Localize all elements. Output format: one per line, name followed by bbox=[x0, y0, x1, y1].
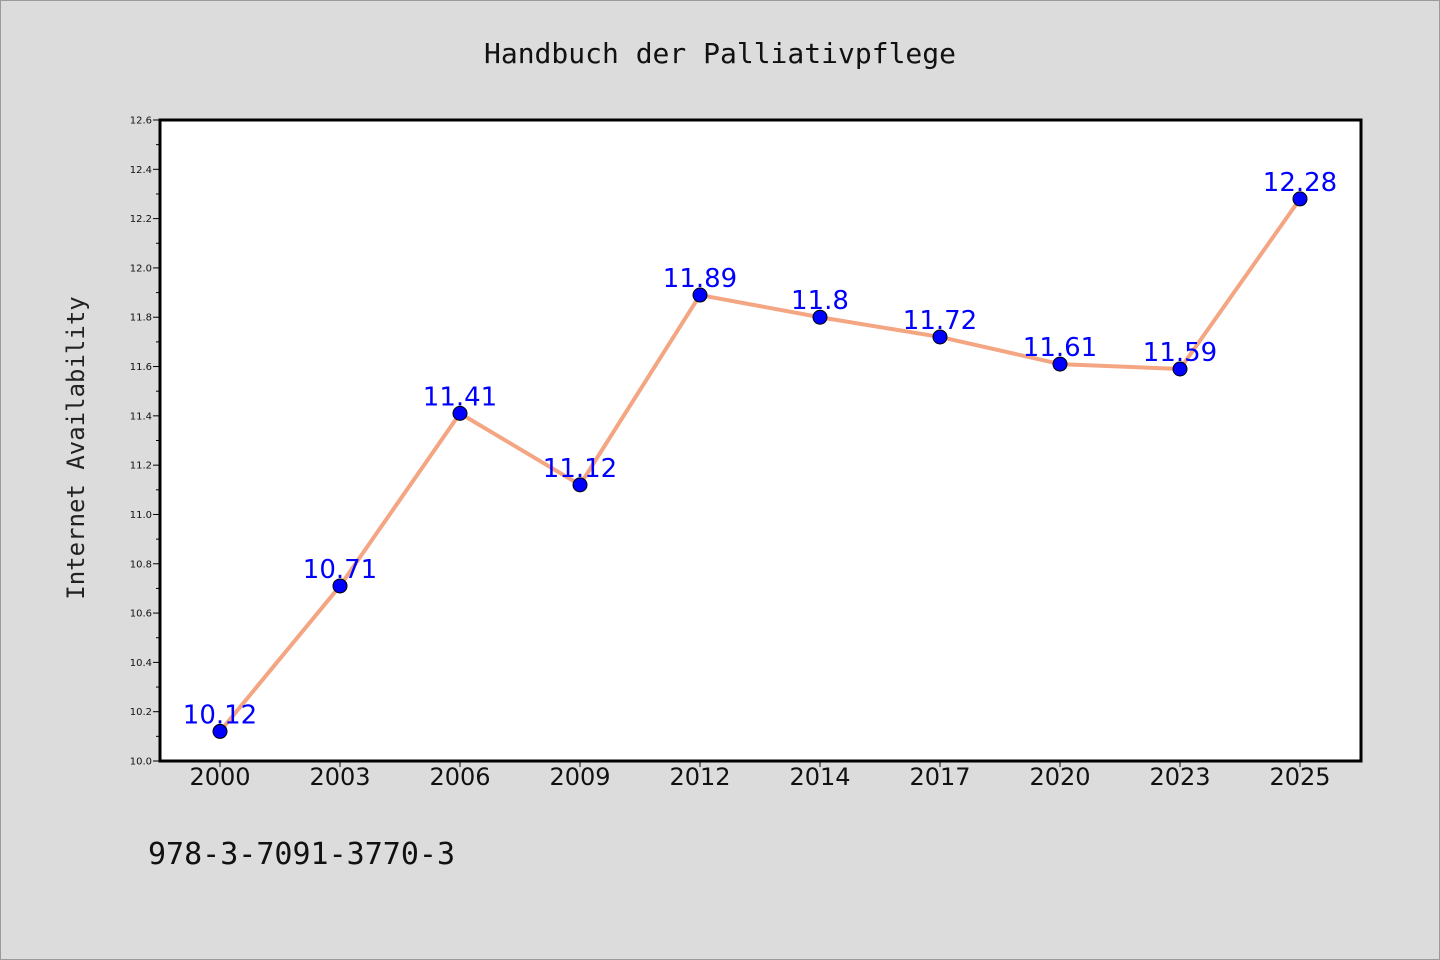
x-tick-label: 2023 bbox=[1149, 763, 1210, 791]
x-tick-label: 2012 bbox=[669, 763, 730, 791]
marker-group bbox=[212, 191, 1308, 739]
y-tick-label: 11.4 bbox=[130, 411, 152, 422]
y-tick-label: 11.6 bbox=[130, 362, 152, 373]
y-tick-label: 10.2 bbox=[130, 707, 152, 718]
chart-title: Handbuch der Palliativpflege bbox=[484, 37, 956, 70]
y-tick-label: 12.2 bbox=[130, 214, 152, 225]
data-label: 11.41 bbox=[423, 382, 497, 412]
plot-area bbox=[158, 118, 1363, 763]
data-label: 11.12 bbox=[543, 454, 617, 484]
data-label: 12.28 bbox=[1263, 168, 1337, 198]
x-tick-label: 2025 bbox=[1269, 763, 1330, 791]
x-tick-label: 2003 bbox=[309, 763, 370, 791]
data-point-marker bbox=[692, 287, 708, 303]
data-point-marker bbox=[452, 405, 468, 421]
data-label: 11.72 bbox=[903, 306, 977, 336]
series-line-group bbox=[218, 196, 1302, 734]
data-point-marker bbox=[1172, 361, 1188, 377]
data-label: 11.8 bbox=[791, 286, 849, 316]
y-axis-label: Internet Availability bbox=[62, 296, 90, 599]
data-point-marker bbox=[572, 477, 588, 493]
data-label: 11.61 bbox=[1023, 333, 1097, 363]
x-axis: 2000 2003 2006 2009 2012 2014 2017 2020 2023 2025 bbox=[189, 761, 1331, 791]
y-tick-label: 11.0 bbox=[130, 510, 152, 521]
data-label: 10.71 bbox=[303, 555, 377, 585]
data-label: 11.59 bbox=[1143, 338, 1217, 368]
y-tick-label: 10.0 bbox=[130, 757, 152, 768]
data-point-marker bbox=[332, 578, 348, 594]
data-point-marker bbox=[1052, 356, 1068, 372]
y-tick-label: 11.8 bbox=[130, 313, 152, 324]
y-tick-label: 10.4 bbox=[130, 658, 152, 669]
x-tick-label: 2020 bbox=[1029, 763, 1090, 791]
data-point-marker bbox=[932, 329, 948, 345]
y-tick-label: 12.0 bbox=[130, 263, 152, 274]
x-tick-label: 2006 bbox=[429, 763, 490, 791]
y-tick-label: 10.6 bbox=[130, 609, 152, 620]
series-line bbox=[218, 196, 1302, 734]
x-tick-label: 2009 bbox=[549, 763, 610, 791]
data-label: 10.12 bbox=[183, 700, 257, 730]
y-tick-label: 11.2 bbox=[130, 461, 152, 472]
data-label: 11.89 bbox=[663, 264, 737, 294]
data-label-group: 10.12 10.71 11.41 11.12 11.89 11.8 11.72 11.61 1… bbox=[183, 168, 1337, 731]
data-point-marker bbox=[212, 723, 228, 739]
y-tick-label: 10.8 bbox=[130, 559, 152, 570]
y-tick-label: 12.4 bbox=[130, 165, 152, 176]
y-axis: 10.0 10.2 10.4 10.6 10.8 11.0 11.2 11.4 11.6 11.8… bbox=[130, 116, 160, 768]
data-point-marker bbox=[1292, 191, 1308, 207]
y-tick-label: 12.6 bbox=[130, 116, 152, 127]
x-tick-label: 2000 bbox=[189, 763, 250, 791]
x-tick-label: 2017 bbox=[909, 763, 970, 791]
x-tick-label: 2014 bbox=[789, 763, 850, 791]
data-point-marker bbox=[812, 309, 828, 325]
isbn-text: 978-3-7091-3770-3 bbox=[148, 837, 455, 872]
